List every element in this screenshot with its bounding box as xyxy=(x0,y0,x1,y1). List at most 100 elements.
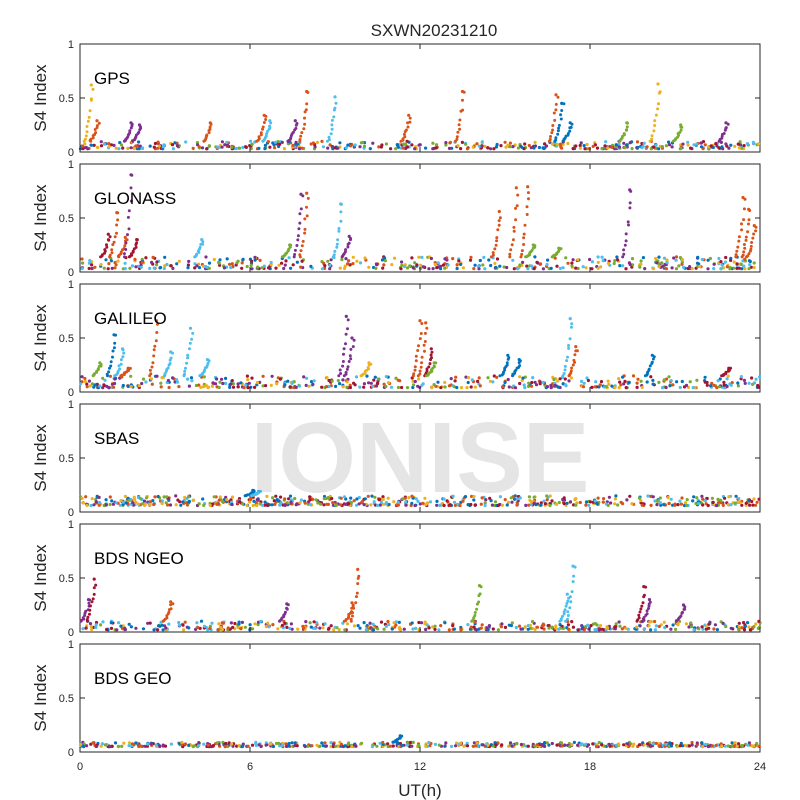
baseline-point xyxy=(376,377,380,381)
baseline-point xyxy=(518,381,522,386)
baseline-point xyxy=(418,143,422,147)
peak-point xyxy=(628,206,632,210)
baseline-point xyxy=(207,266,211,270)
peak-point xyxy=(432,364,436,368)
peak-point xyxy=(124,241,128,245)
peak-point xyxy=(135,241,139,245)
baseline-point xyxy=(181,500,185,504)
peak-points xyxy=(635,585,648,623)
peak-points xyxy=(391,734,404,744)
baseline-point xyxy=(230,262,234,266)
peak-point xyxy=(355,595,358,599)
baseline-point xyxy=(99,623,103,627)
peak-point xyxy=(185,361,188,365)
peak-max-point xyxy=(205,358,210,362)
baseline-point xyxy=(465,147,470,151)
peak-point xyxy=(297,227,301,231)
baseline-point xyxy=(435,499,439,503)
baseline-point xyxy=(453,379,457,383)
baseline-point xyxy=(384,502,388,506)
peak-point xyxy=(742,250,746,254)
baseline-point xyxy=(752,497,756,501)
baseline-point xyxy=(595,502,599,506)
baseline-point xyxy=(269,260,273,265)
baseline-point xyxy=(636,377,640,381)
peak-point xyxy=(455,135,459,139)
baseline-point xyxy=(174,494,178,498)
baseline-point xyxy=(352,743,357,747)
baseline-point xyxy=(738,501,742,505)
baseline-point xyxy=(455,266,459,271)
baseline-point xyxy=(278,377,282,381)
baseline-point xyxy=(500,743,504,747)
baseline-point xyxy=(712,267,716,271)
peak-points xyxy=(342,336,356,378)
baseline-point xyxy=(211,744,215,748)
baseline-point xyxy=(129,146,133,150)
baseline-point xyxy=(724,255,728,260)
peak-point xyxy=(744,235,748,239)
peak-point xyxy=(113,341,117,345)
peak-point xyxy=(642,593,646,597)
baseline-point xyxy=(411,385,415,390)
peak-point xyxy=(299,249,303,253)
baseline-point xyxy=(631,744,635,748)
baseline-point xyxy=(429,256,433,261)
peak-point xyxy=(622,132,626,136)
peak-point xyxy=(334,101,338,105)
baseline-point xyxy=(742,621,746,625)
peak-point xyxy=(636,618,640,622)
baseline-point xyxy=(128,266,132,270)
baseline-point xyxy=(691,499,695,503)
baseline-point xyxy=(239,381,243,385)
peak-point xyxy=(391,740,395,744)
peak-point xyxy=(740,228,744,232)
peak-point xyxy=(423,349,426,353)
baseline-point xyxy=(414,626,418,631)
baseline-point xyxy=(118,503,122,507)
baseline-point xyxy=(430,386,434,390)
peak-point xyxy=(350,606,354,610)
baseline-point xyxy=(274,266,278,270)
peak-points xyxy=(720,366,733,378)
baseline-point xyxy=(171,147,175,151)
peak-point xyxy=(169,356,173,360)
peak-point xyxy=(154,339,158,343)
peak-point xyxy=(754,229,758,233)
baseline-point xyxy=(223,143,227,147)
baseline-point xyxy=(661,264,665,268)
peak-point xyxy=(627,223,630,227)
baseline-point xyxy=(614,143,618,147)
baseline-point xyxy=(679,502,684,506)
peak-point xyxy=(737,239,741,243)
peak-points xyxy=(131,123,143,143)
baseline-point xyxy=(132,146,136,151)
baseline-point xyxy=(408,740,412,745)
peak-point xyxy=(306,196,310,200)
baseline-point xyxy=(230,495,235,499)
baseline-point xyxy=(212,257,216,262)
baseline-point xyxy=(381,266,385,270)
baseline-point xyxy=(712,627,716,631)
baseline-point xyxy=(300,259,304,263)
baseline-point xyxy=(225,140,229,144)
baseline-points xyxy=(79,374,762,390)
peak-point xyxy=(85,618,89,622)
baseline-point xyxy=(283,383,287,387)
peak-point xyxy=(427,365,431,369)
peak-point xyxy=(344,342,347,346)
baseline-point xyxy=(231,625,235,630)
baseline-point xyxy=(751,140,756,144)
baseline-point xyxy=(591,622,595,626)
baseline-point xyxy=(652,742,656,746)
baseline-point xyxy=(362,144,367,148)
baseline-point xyxy=(314,498,318,502)
peak-point xyxy=(657,102,660,106)
baseline-point xyxy=(97,495,101,499)
baseline-point xyxy=(407,496,411,500)
baseline-point xyxy=(651,382,655,386)
baseline-point xyxy=(349,496,353,500)
baseline-point xyxy=(722,383,726,387)
baseline-point xyxy=(410,256,414,260)
peak-point xyxy=(168,362,172,365)
